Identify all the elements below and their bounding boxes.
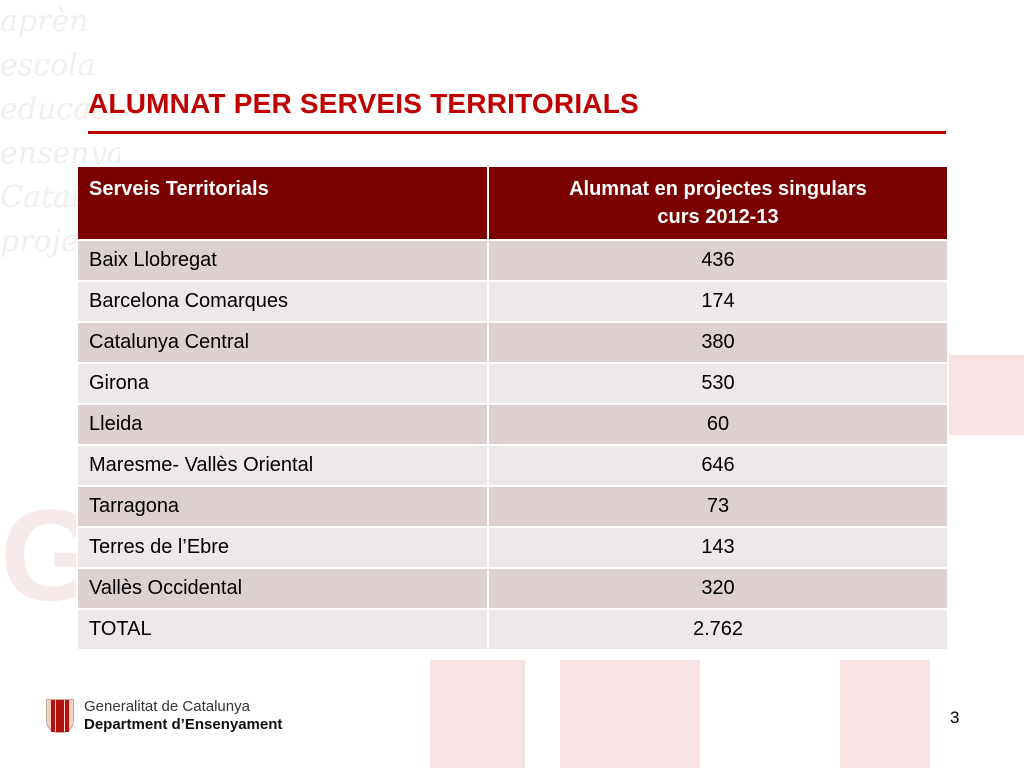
table-row: Lleida 60 — [76, 403, 949, 446]
students-cell: 646 — [487, 444, 949, 487]
header-students-line1: Alumnat en projectes singulars — [569, 178, 867, 200]
total-label-cell: TOTAL — [76, 608, 489, 651]
header-students-line2: curs 2012-13 — [657, 206, 779, 228]
org-line2: Department d’Ensenyament — [84, 716, 283, 733]
catalan-shield-icon — [46, 699, 74, 733]
total-value-cell: 2.762 — [487, 608, 949, 651]
title-underline — [88, 131, 946, 134]
table-header-row: Serveis Territorials Alumnat en projecte… — [76, 165, 949, 241]
territory-cell: Girona — [76, 362, 489, 405]
territory-cell: Tarragona — [76, 485, 489, 528]
students-cell: 530 — [487, 362, 949, 405]
territorial-students-table: Serveis Territorials Alumnat en projecte… — [76, 165, 949, 651]
table-row: Tarragona 73 — [76, 485, 949, 528]
territory-cell: Terres de l’Ebre — [76, 526, 489, 569]
watermark-bar — [840, 660, 930, 768]
table-total-row: TOTAL 2.762 — [76, 608, 949, 651]
students-cell: 73 — [487, 485, 949, 528]
table-row: Maresme- Vallès Oriental 646 — [76, 444, 949, 487]
territory-cell: Baix Llobregat — [76, 239, 489, 282]
territory-cell: Catalunya Central — [76, 321, 489, 364]
territory-cell: Barcelona Comarques — [76, 280, 489, 323]
table-row: Barcelona Comarques 174 — [76, 280, 949, 323]
table-row: Terres de l’Ebre 143 — [76, 526, 949, 569]
students-cell: 174 — [487, 280, 949, 323]
watermark-bar — [430, 660, 525, 768]
table-row: Baix Llobregat 436 — [76, 239, 949, 282]
students-cell: 60 — [487, 403, 949, 446]
watermark-bar — [560, 660, 700, 768]
organization-name: Generalitat de Catalunya Department d’En… — [84, 698, 282, 734]
generalitat-logo: Generalitat de Catalunya Department d’En… — [46, 698, 282, 734]
territory-cell: Vallès Occidental — [76, 567, 489, 610]
students-cell: 436 — [487, 239, 949, 282]
header-students: Alumnat en projectes singulars curs 2012… — [487, 165, 949, 241]
territory-cell: Maresme- Vallès Oriental — [76, 444, 489, 487]
students-cell: 380 — [487, 321, 949, 364]
org-line1: Generalitat de Catalunya — [84, 698, 250, 715]
header-territory: Serveis Territorials — [76, 165, 489, 241]
students-cell: 320 — [487, 567, 949, 610]
slide-title: ALUMNAT PER SERVEIS TERRITORIALS — [88, 88, 639, 119]
table-row: Girona 530 — [76, 362, 949, 405]
page-number: 3 — [950, 708, 960, 727]
table-row: Vallès Occidental 320 — [76, 567, 949, 610]
students-cell: 143 — [487, 526, 949, 569]
watermark-bar — [949, 355, 1024, 435]
territory-cell: Lleida — [76, 403, 489, 446]
table-row: Catalunya Central 380 — [76, 321, 949, 364]
